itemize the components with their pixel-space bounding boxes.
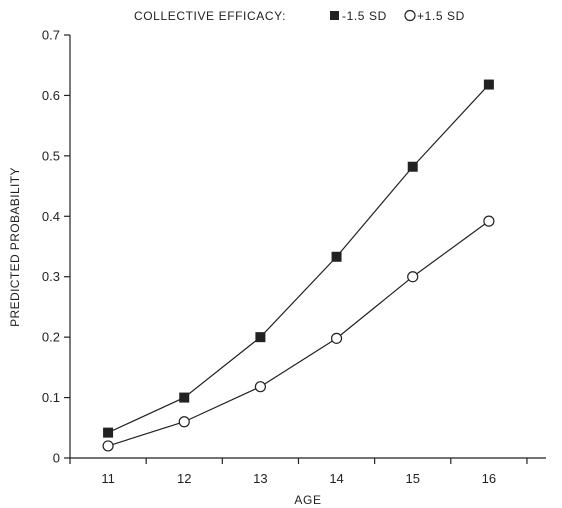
- series-layer: [102, 79, 495, 452]
- x-tick-label: 15: [405, 471, 419, 486]
- y-tick-label: 0.1: [42, 390, 60, 405]
- y-tick-label: 0.2: [42, 330, 60, 345]
- x-tick-label: 14: [329, 471, 343, 486]
- x-axis-label: AGE: [294, 493, 321, 507]
- legend-label: +1.5 SD: [417, 9, 465, 23]
- data-point-circle: [178, 416, 190, 428]
- legend-title: COLLECTIVE EFFICACY:: [134, 9, 286, 23]
- data-point-circle: [254, 381, 266, 393]
- data-point-circle: [330, 332, 343, 344]
- data-point-square: [103, 427, 114, 438]
- data-point-circle: [483, 215, 495, 227]
- y-axis-label: PREDICTED PROBABILITY: [8, 167, 22, 327]
- series-line: [107, 84, 490, 434]
- data-point-square: [179, 392, 190, 403]
- y-tick-label: 0.5: [42, 148, 60, 163]
- data-point-square: [331, 251, 342, 262]
- data-point-circle: [102, 440, 114, 452]
- y-tick-label: 0.4: [42, 209, 60, 224]
- y-tick-label: 0.7: [42, 28, 60, 43]
- x-tick-label: 13: [253, 471, 267, 486]
- data-point-square: [255, 332, 266, 343]
- series-line: [107, 220, 490, 447]
- data-point-square: [407, 161, 418, 172]
- axes: 0 0.1 0.2 0.3 0.4 0.5 0.6 0.7 11 12 13 14 15 16: [42, 28, 546, 486]
- series-1: [103, 79, 494, 438]
- x-tick-label: 12: [177, 471, 191, 486]
- legend-label: -1.5 SD: [342, 9, 387, 23]
- legend-marker-square: [330, 11, 339, 20]
- data-point-square: [483, 79, 494, 90]
- legend: COLLECTIVE EFFICACY: -1.5 SD +1.5 SD: [134, 9, 465, 23]
- y-tick-label: 0: [53, 451, 60, 466]
- series-2: [102, 215, 495, 452]
- y-tick-label: 0.6: [42, 88, 60, 103]
- x-tick-label: 11: [101, 471, 115, 486]
- legend-marker-circle: [404, 9, 416, 22]
- y-tick-label: 0.3: [42, 269, 60, 284]
- data-point-circle: [407, 271, 419, 283]
- x-tick-label: 16: [482, 471, 496, 486]
